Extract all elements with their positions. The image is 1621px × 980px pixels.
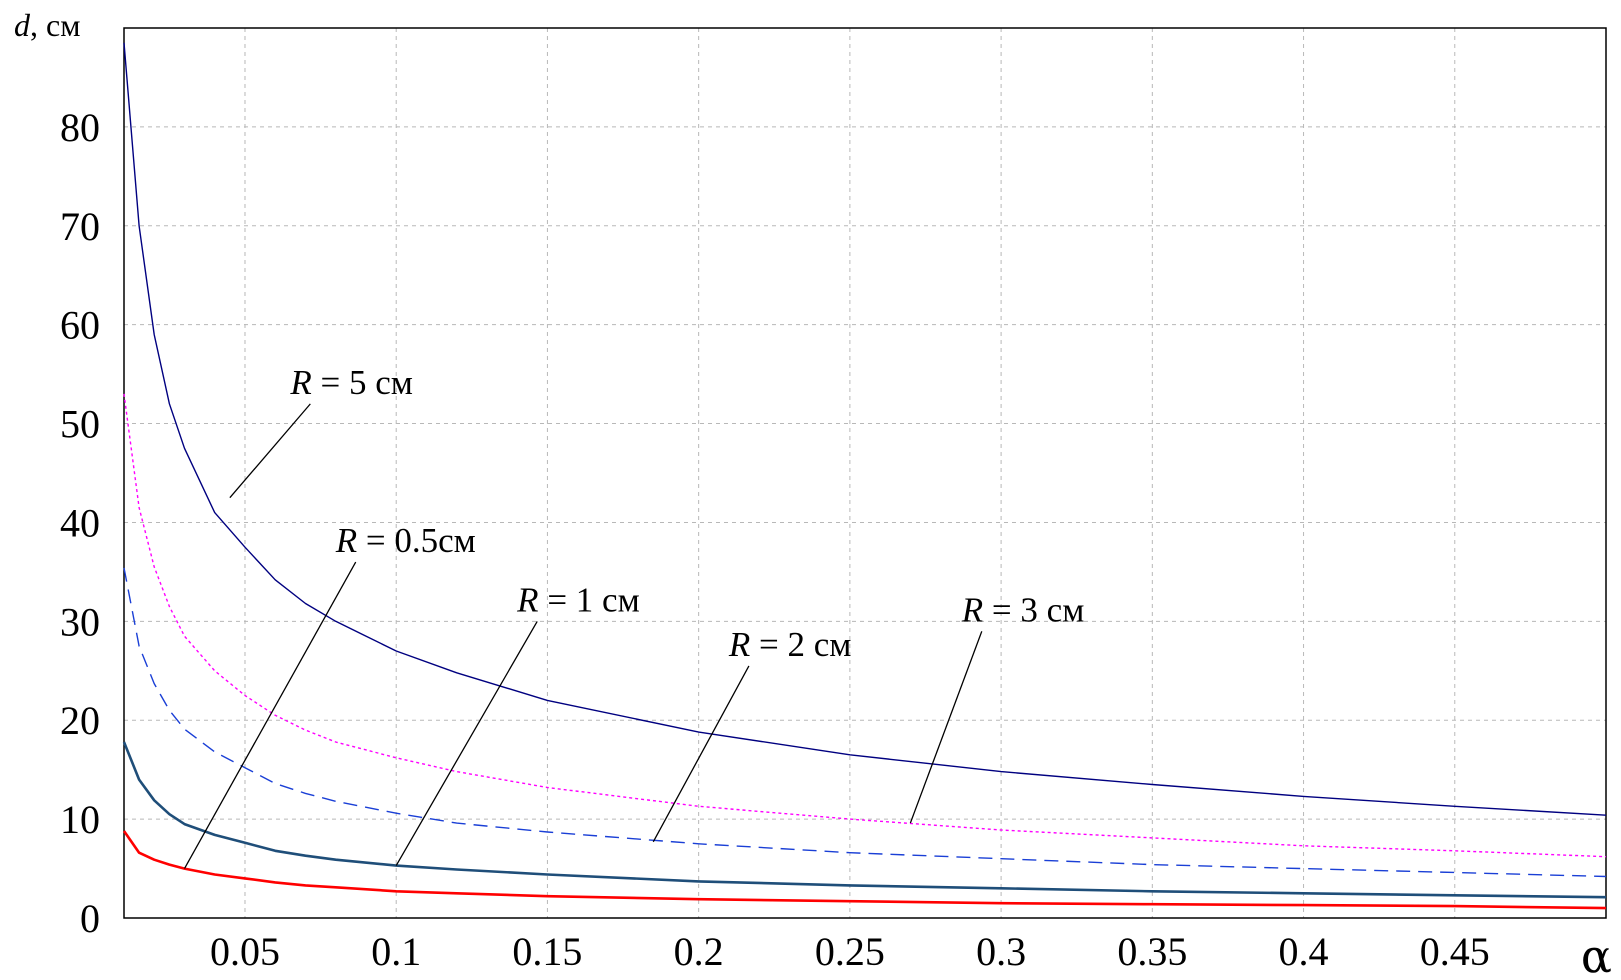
x-tick-label: 0.3 [976, 929, 1026, 974]
y-tick-label: 40 [60, 500, 100, 545]
annotation-value: = 0.5см [357, 521, 476, 560]
annotation-leader [229, 403, 311, 499]
annotation-leader [909, 631, 983, 824]
y-tick-label: 70 [60, 204, 100, 249]
y-tick-labels: 0 10 20 30 40 50 60 70 80 [60, 105, 100, 941]
x-tick-label: 0.45 [1420, 929, 1490, 974]
y-tick-label: 0 [80, 896, 100, 941]
x-axis-label: α [1581, 929, 1612, 980]
x-tick-label: 0.05 [210, 929, 280, 974]
annotation-label: R = 2 см [728, 625, 852, 664]
annotation-leader [183, 561, 357, 869]
y-tick-label: 60 [60, 303, 100, 348]
annotation-label: R = 0.5см [335, 521, 476, 560]
y-tick-label: 10 [60, 797, 100, 842]
y-tick-label: 80 [60, 105, 100, 150]
y-axis-variable: d [14, 7, 31, 43]
series-line [122, 741, 1607, 899]
x-tick-label: 0.1 [371, 929, 421, 974]
y-axis-label: d, см [14, 7, 80, 43]
annotation-variable: R [728, 625, 750, 664]
annotation-leader [652, 665, 750, 843]
series-line [123, 567, 1607, 878]
annotation-label: R = 5 см [289, 363, 413, 402]
x-tick-label: 0.15 [512, 929, 582, 974]
annotation-label: R = 3 см [961, 590, 1085, 629]
y-tick-label: 30 [60, 599, 100, 644]
series-line [122, 830, 1607, 910]
annotation-value: = 1 см [539, 580, 640, 619]
y-tick-label: 20 [60, 698, 100, 743]
annotation-variable: R [335, 521, 357, 560]
annotation-variable: R [961, 590, 983, 629]
x-tick-label: 0.25 [815, 929, 885, 974]
annotation-variable: R [289, 363, 311, 402]
y-tick-label: 50 [60, 402, 100, 447]
y-axis-unit: , см [30, 7, 80, 43]
series-layer [122, 42, 1607, 910]
x-tick-label: 0.2 [674, 929, 724, 974]
annotation-leader [395, 621, 538, 866]
annotation-label: R = 1 см [516, 580, 640, 619]
series-line [123, 42, 1607, 816]
x-tick-label: 0.35 [1117, 929, 1187, 974]
x-tick-labels: 0.05 0.1 0.15 0.2 0.25 0.3 0.35 0.4 0.45 [210, 929, 1490, 974]
annotation-value: = 3 см [983, 590, 1084, 629]
annotation-leaders [183, 403, 983, 869]
grid [124, 28, 1606, 918]
x-tick-label: 0.4 [1279, 929, 1329, 974]
plot-frame [123, 27, 1607, 919]
annotation-value: = 2 см [750, 625, 851, 664]
series-line [123, 393, 1607, 858]
annotation-variable: R [516, 580, 538, 619]
annotation-value: = 5 см [312, 363, 413, 402]
